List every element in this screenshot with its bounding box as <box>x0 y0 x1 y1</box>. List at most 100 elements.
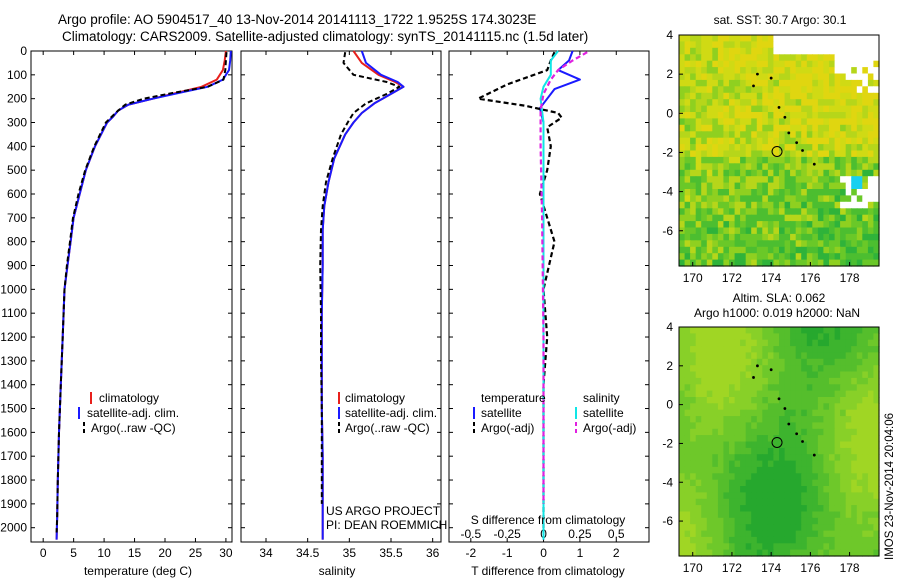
map-cell <box>817 384 825 392</box>
map-cell <box>834 124 841 132</box>
map-cell <box>723 365 730 373</box>
map-cell <box>862 35 869 42</box>
map-cell <box>734 505 741 513</box>
map-cell <box>701 346 708 354</box>
y-tick-label: 200 <box>7 92 27 106</box>
map-cell <box>740 511 747 519</box>
map-cell <box>690 416 697 424</box>
map-cell <box>873 333 880 341</box>
lat-tick-label: 2 <box>666 67 673 81</box>
map-cell <box>773 384 780 392</box>
map-cell <box>801 144 808 152</box>
map-cell <box>706 214 713 222</box>
map-cell <box>873 479 880 487</box>
map-cell <box>862 214 869 222</box>
map-cell <box>767 124 775 132</box>
map-cell <box>679 99 686 107</box>
map-cell <box>867 333 875 341</box>
map-cell <box>734 530 741 538</box>
map-cell <box>851 124 858 132</box>
map-cell <box>829 333 836 341</box>
map-cell <box>851 189 858 196</box>
map-cell <box>756 47 763 55</box>
map-cell <box>723 517 730 525</box>
map-cell <box>812 79 819 87</box>
map-cell <box>679 137 686 145</box>
map-cell <box>779 422 786 430</box>
map-cell <box>756 371 763 379</box>
legend-temperature-header: temperature <box>481 391 546 405</box>
map-cell <box>840 227 847 235</box>
map-cell <box>873 201 880 209</box>
map-cell <box>856 511 863 519</box>
map-cell <box>873 214 880 222</box>
map-cell <box>784 201 791 209</box>
map-cell <box>806 447 813 455</box>
map-cell <box>729 416 736 424</box>
map-cell <box>723 169 730 177</box>
map-cell <box>801 169 808 177</box>
map-cell <box>817 511 825 519</box>
map-cell <box>873 182 880 190</box>
map-cell <box>845 182 852 190</box>
map-cell <box>690 118 697 126</box>
map-cell <box>851 41 858 49</box>
map-cell <box>712 505 719 513</box>
map-cell <box>701 498 708 506</box>
map-cell <box>751 530 758 538</box>
map-cell <box>762 67 769 75</box>
map-cell <box>812 549 819 557</box>
map-cell <box>773 466 780 474</box>
map-cell <box>684 92 691 100</box>
map-cell <box>779 214 786 222</box>
map-cell <box>784 214 791 222</box>
map-cell <box>790 35 797 42</box>
map-cell <box>717 441 725 449</box>
map-cell <box>706 333 713 341</box>
map-cell <box>767 524 775 532</box>
map-cell <box>856 92 863 100</box>
map-cell <box>706 54 713 62</box>
map-cell <box>829 454 836 462</box>
map-cell <box>729 479 736 487</box>
map-cell <box>701 105 708 113</box>
map-cell <box>701 54 708 62</box>
map-cell <box>840 176 847 184</box>
map-cell <box>856 118 863 126</box>
map-cell <box>723 498 730 506</box>
map-cell <box>745 524 752 532</box>
map-cell <box>751 240 758 248</box>
map-cell <box>734 377 741 385</box>
map-cell <box>856 137 863 145</box>
map-cell <box>701 403 708 411</box>
map-cell <box>812 118 819 126</box>
map-cell <box>695 41 702 49</box>
map-cell <box>845 454 852 462</box>
map-cell <box>712 530 719 538</box>
map-cell <box>740 530 747 538</box>
map-cell <box>767 441 775 449</box>
map-cell <box>834 422 841 430</box>
map-cell <box>779 112 786 119</box>
map-cell <box>751 409 758 417</box>
map-cell <box>717 150 725 158</box>
map-cell <box>773 422 780 430</box>
map-cell <box>845 524 852 532</box>
map-cell <box>873 358 880 366</box>
map-cell <box>762 41 769 49</box>
map-cell <box>717 221 725 229</box>
map-cell <box>756 447 763 455</box>
map-cell <box>729 327 736 334</box>
map-cell <box>795 536 802 544</box>
map-cell <box>756 473 763 481</box>
map-cell <box>840 201 847 209</box>
map-cell <box>856 86 863 94</box>
map-cell <box>717 131 725 139</box>
map-cell <box>740 492 747 500</box>
map-cell <box>734 259 741 267</box>
map-cell <box>679 377 686 385</box>
map-cell <box>684 428 691 436</box>
map-cell <box>756 105 763 113</box>
map-cell <box>690 163 697 171</box>
map-cell <box>751 54 758 62</box>
